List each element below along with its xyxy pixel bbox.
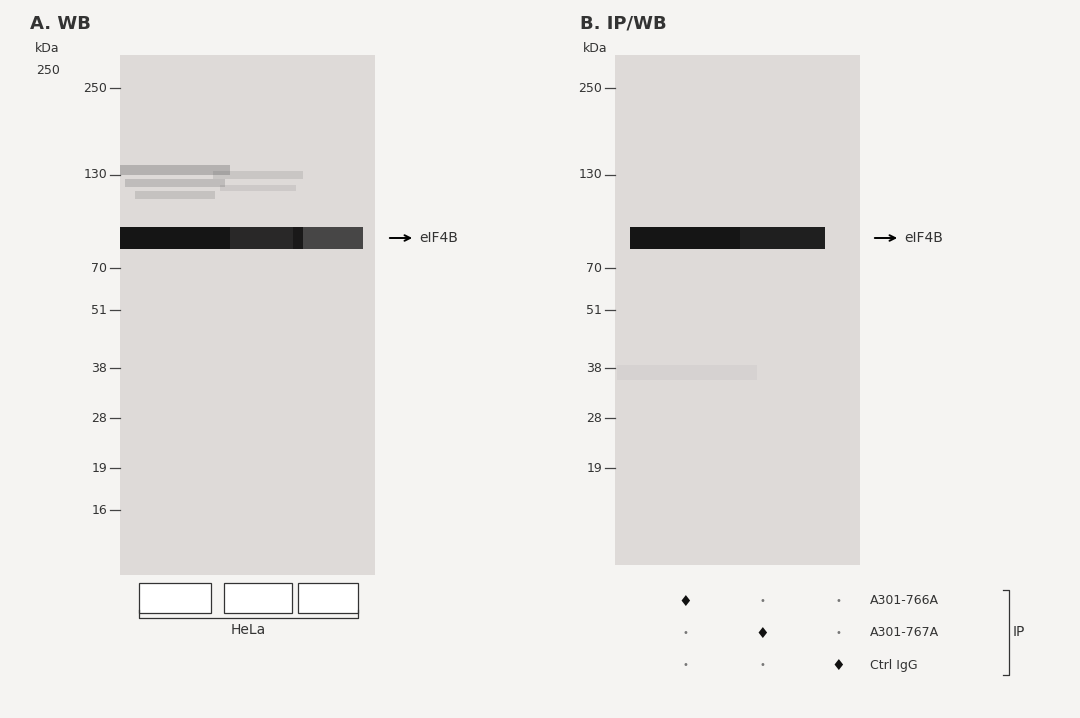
Text: 19: 19 bbox=[586, 462, 602, 475]
Text: 5: 5 bbox=[324, 591, 333, 605]
Text: Ctrl IgG: Ctrl IgG bbox=[870, 658, 918, 671]
Text: 250: 250 bbox=[578, 82, 602, 95]
Bar bbox=[293, 227, 363, 249]
Bar bbox=[213, 227, 303, 249]
Text: 51: 51 bbox=[586, 304, 602, 317]
Text: •: • bbox=[835, 596, 841, 606]
Bar bbox=[125, 179, 225, 187]
Bar bbox=[615, 55, 860, 565]
Text: eIF4B: eIF4B bbox=[419, 231, 458, 245]
Text: 19: 19 bbox=[91, 462, 107, 475]
Bar bbox=[120, 227, 230, 249]
Text: 51: 51 bbox=[91, 304, 107, 317]
Text: •: • bbox=[683, 628, 688, 638]
Text: A. WB: A. WB bbox=[30, 15, 91, 33]
Bar bbox=[120, 165, 230, 175]
Bar bbox=[298, 583, 357, 613]
Text: 16: 16 bbox=[91, 503, 107, 516]
Text: ♦: ♦ bbox=[678, 594, 692, 608]
Text: kDa: kDa bbox=[36, 42, 60, 55]
Text: 250: 250 bbox=[36, 63, 60, 77]
Text: •: • bbox=[835, 628, 841, 638]
Text: B. IP/WB: B. IP/WB bbox=[580, 15, 666, 33]
Text: HeLa: HeLa bbox=[231, 623, 266, 637]
Text: A301-766A: A301-766A bbox=[870, 595, 939, 607]
Bar bbox=[220, 185, 296, 191]
Text: ♦: ♦ bbox=[832, 658, 845, 673]
Bar bbox=[725, 227, 825, 249]
Text: 70: 70 bbox=[586, 261, 602, 274]
Text: 70: 70 bbox=[91, 261, 107, 274]
Bar bbox=[213, 171, 303, 179]
Text: 50: 50 bbox=[166, 591, 184, 605]
Text: •: • bbox=[759, 660, 765, 670]
Text: 28: 28 bbox=[91, 411, 107, 424]
Text: •: • bbox=[683, 660, 688, 670]
Text: 15: 15 bbox=[249, 591, 267, 605]
Text: 38: 38 bbox=[91, 361, 107, 375]
Text: •: • bbox=[759, 596, 765, 606]
Text: ♦: ♦ bbox=[755, 625, 769, 640]
Text: eIF4B: eIF4B bbox=[904, 231, 943, 245]
Text: A301-767A: A301-767A bbox=[870, 627, 940, 640]
Bar bbox=[617, 365, 757, 380]
Bar bbox=[135, 191, 215, 199]
Bar bbox=[630, 227, 740, 249]
Bar bbox=[224, 583, 292, 613]
Text: 28: 28 bbox=[586, 411, 602, 424]
Text: 38: 38 bbox=[586, 361, 602, 375]
Text: IP: IP bbox=[1013, 625, 1025, 640]
Text: 250: 250 bbox=[83, 82, 107, 95]
Text: 130: 130 bbox=[578, 169, 602, 182]
Text: 130: 130 bbox=[83, 169, 107, 182]
Text: kDa: kDa bbox=[583, 42, 608, 55]
Bar bbox=[120, 55, 375, 575]
Bar bbox=[139, 583, 211, 613]
